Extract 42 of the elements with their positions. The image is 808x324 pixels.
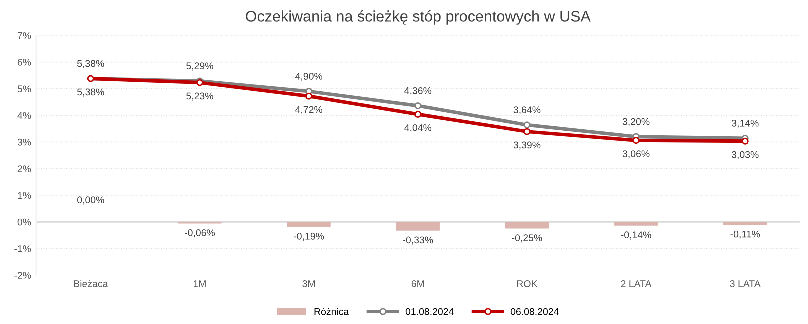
data-label: 4,36%	[404, 87, 432, 96]
data-label: 5,29%	[186, 62, 214, 71]
x-tick-label: ROK	[517, 280, 538, 288]
y-tick-label: 7%	[18, 32, 32, 40]
x-tick-label: 2 LATA	[621, 280, 652, 288]
x-tick-label: Bieżaca	[74, 280, 108, 288]
data-label: 3,06%	[622, 150, 650, 159]
y-tick-label: 5%	[18, 86, 32, 93]
data-label: 3,39%	[514, 142, 541, 150]
data-label: 5,38%	[78, 60, 104, 68]
data-label: 4,72%	[296, 106, 322, 114]
y-tick-label: 1%	[18, 192, 32, 200]
legend-label: 01.08.2024	[406, 308, 454, 316]
data-label: -0,11%	[730, 230, 760, 239]
data-label: -0,06%	[185, 230, 216, 238]
data-label: -0,14%	[621, 232, 652, 240]
x-tick-label: 3 LATA	[730, 280, 761, 288]
x-tick-label: 1M	[194, 280, 206, 288]
data-label: -0,19%	[294, 232, 324, 242]
y-tick-label: 6%	[18, 59, 32, 66]
data-label: -0,33%	[403, 236, 434, 245]
data-label: -0,25%	[512, 234, 542, 243]
data-label: 5,38%	[78, 88, 104, 97]
data-label: 4,04%	[404, 124, 432, 133]
data-label: 0,00%	[77, 196, 104, 205]
y-tick-label: 4%	[18, 112, 32, 120]
y-tick-label: 0%	[18, 218, 32, 226]
legend-label: Różnica	[314, 308, 350, 316]
data-label: 5,23%	[186, 92, 214, 101]
y-tick-label: 2%	[18, 166, 32, 172]
x-tick-label: 3M	[302, 280, 316, 288]
x-tick-label: 6M	[412, 280, 424, 288]
data-label: 4,90%	[296, 73, 322, 82]
data-label: 3,03%	[732, 151, 759, 160]
data-label: 3,64%	[514, 106, 541, 115]
y-tick-label: -1%	[14, 246, 32, 252]
y-tick-label: -2%	[14, 272, 32, 279]
chart-title: Oczekiwania na ścieżkę stóp procentowych w USA	[246, 10, 591, 25]
data-label: 3,14%	[732, 120, 759, 128]
data-label: 3,20%	[622, 118, 650, 126]
y-tick-label: 3%	[18, 138, 32, 146]
legend-label: 06.08.2024	[510, 308, 559, 316]
